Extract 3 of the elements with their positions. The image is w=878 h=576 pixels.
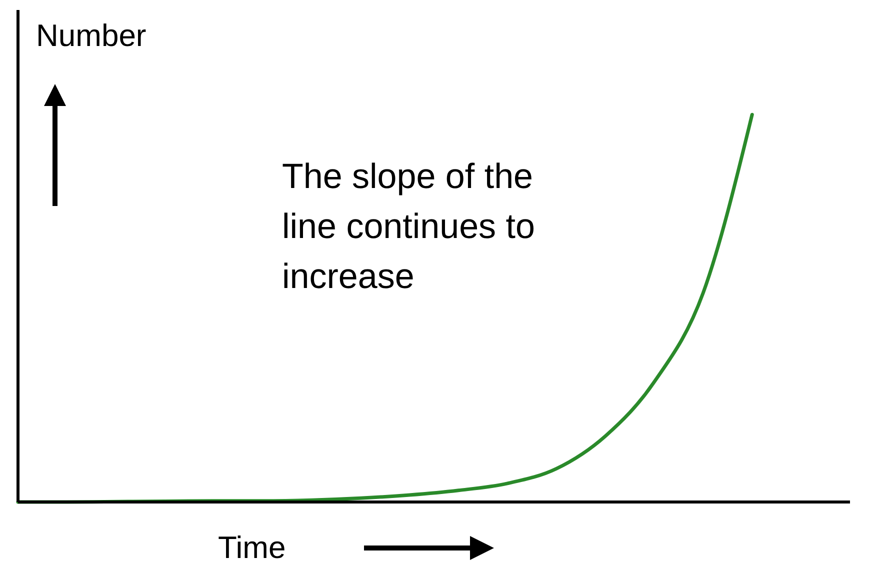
- annotation: The slope of the line continues to increase: [282, 156, 536, 298]
- x-axis-title: Time: [218, 530, 286, 566]
- y-axis-title: Number: [36, 18, 146, 54]
